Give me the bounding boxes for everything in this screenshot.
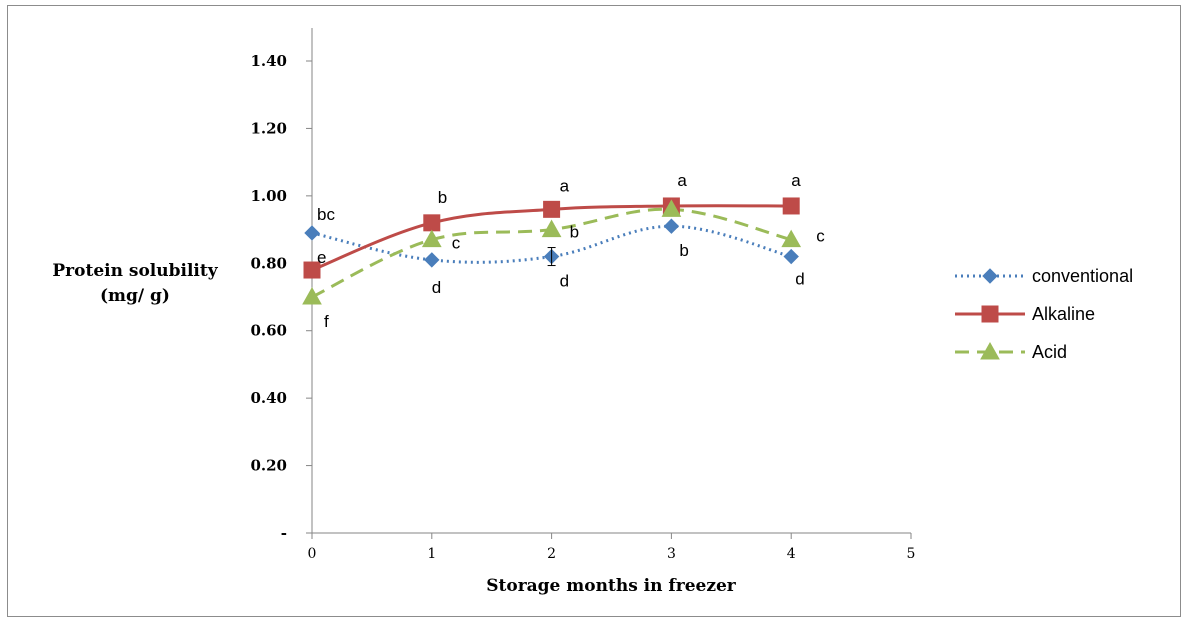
legend-label-acid: Acid	[1032, 342, 1067, 362]
data-point-alkaline	[782, 197, 800, 215]
legend-label-conventional: conventional	[1032, 266, 1133, 286]
legend-label-alkaline: Alkaline	[1032, 304, 1095, 324]
x-tick-label: 3	[667, 546, 676, 562]
data-point-acid	[541, 219, 562, 238]
significance-label: c	[452, 234, 461, 253]
y-axis-title-line2: (mg/ g)	[100, 286, 170, 306]
significance-label: a	[677, 171, 687, 190]
data-point-alkaline	[423, 214, 441, 232]
significance-label: d	[560, 272, 569, 291]
data-point-acid	[421, 229, 442, 248]
significance-label: c	[816, 227, 825, 246]
series-line-conventional	[311, 224, 792, 264]
y-axis-title-line1: Protein solubility	[52, 261, 218, 281]
y-tick-label: 0.80	[250, 254, 287, 272]
significance-label: b	[570, 223, 579, 242]
y-tick-label: 0.40	[250, 389, 287, 407]
data-point-acid	[661, 199, 682, 217]
axes: - 0.20 0.40 0.60 0.80 1.00 1.20 1.40 0 1 2 3 4 5	[250, 28, 915, 562]
y-tick-label: -	[281, 524, 287, 542]
y-tick-label: 1.20	[250, 119, 287, 137]
data-point-acid	[302, 286, 322, 305]
significance-label: a	[791, 171, 801, 190]
legend-marker-conventional	[982, 268, 998, 284]
axis-titles: Protein solubility (mg/ g) Storage month…	[52, 261, 736, 596]
data-point-conventional	[424, 252, 440, 268]
series-markers	[302, 197, 802, 305]
x-tick-label: 2	[547, 546, 556, 562]
x-tick-label: 1	[427, 546, 436, 562]
significance-label: f	[324, 312, 329, 331]
x-axis-title: Storage months in freezer	[486, 576, 737, 596]
x-tick-label: 4	[787, 546, 796, 562]
significance-label: b	[679, 241, 688, 260]
data-point-conventional	[783, 248, 799, 265]
significance-label: b	[438, 188, 447, 207]
y-tick-label: 0.20	[250, 457, 287, 475]
significance-label: a	[560, 176, 570, 195]
x-tick-label: 0	[308, 546, 317, 562]
y-tick-label: 0.60	[250, 322, 287, 340]
data-point-conventional	[304, 225, 320, 241]
significance-label: d	[432, 278, 441, 297]
data-point-acid	[781, 229, 802, 248]
data-point-alkaline	[543, 200, 561, 218]
significance-label: e	[317, 248, 326, 267]
legend: conventional Alkaline Acid	[955, 266, 1133, 362]
y-tick-label: 1.40	[250, 52, 287, 70]
y-tick-label: 1.00	[250, 187, 287, 205]
significance-label: bc	[317, 205, 335, 224]
significance-label: d	[795, 270, 804, 289]
data-point-conventional	[663, 218, 680, 234]
x-tick-label: 5	[907, 546, 916, 562]
legend-marker-acid	[980, 341, 1000, 360]
data-point-alkaline	[303, 261, 321, 279]
legend-marker-alkaline	[981, 305, 999, 323]
